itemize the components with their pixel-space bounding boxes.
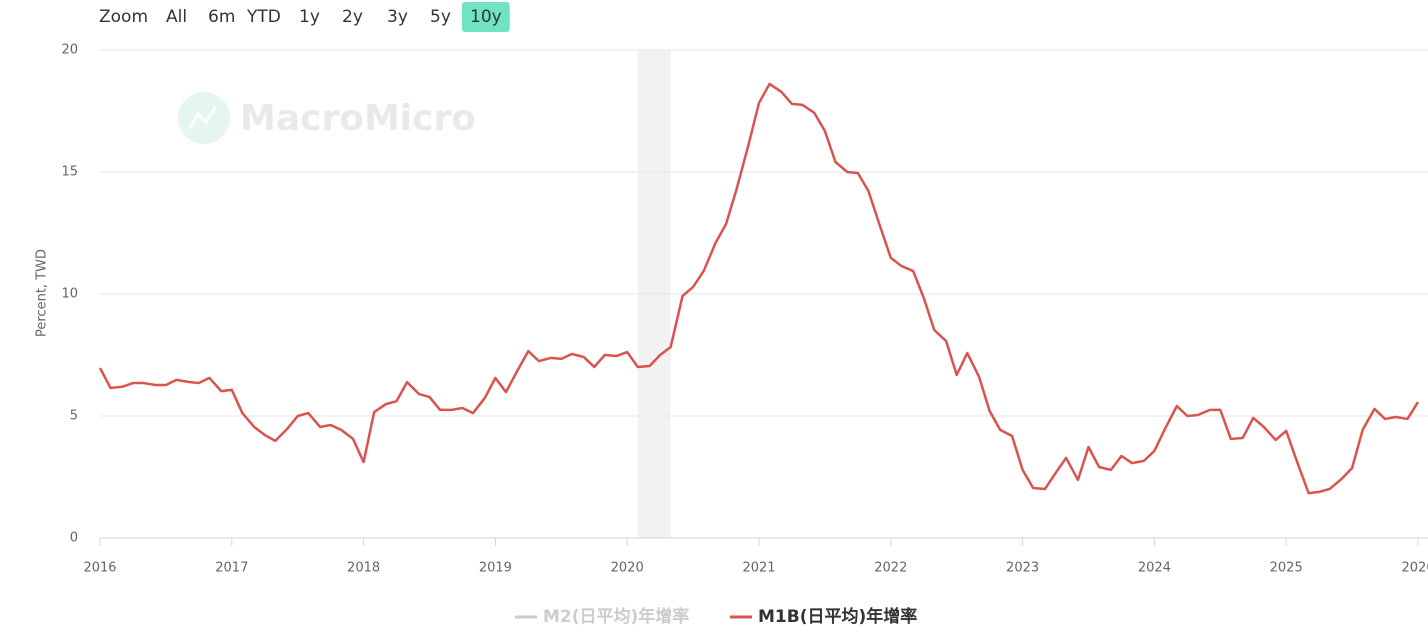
range-button[interactable]: YTD <box>246 7 281 27</box>
range-button[interactable]: 5y <box>430 7 451 27</box>
y-tick-label: 10 <box>61 287 78 302</box>
y-tick-label: 5 <box>70 409 78 424</box>
range-button-label: 1y <box>299 7 320 27</box>
range-button-selected <box>462 2 510 32</box>
range-button-label: 10y <box>470 7 502 27</box>
range-button[interactable]: 1y <box>299 7 320 27</box>
data-line <box>98 82 1420 495</box>
watermark-text: MacroMicro <box>240 98 476 139</box>
y-axis-title: Percent, TWD <box>35 249 50 337</box>
x-tick-label: 2021 <box>742 561 775 576</box>
x-tick-label: 2026 <box>1401 561 1428 576</box>
range-button-label: All <box>166 7 187 27</box>
range-button-label: 3y <box>387 7 408 27</box>
x-tick-label: 2024 <box>1138 561 1171 576</box>
x-tick-label: 2025 <box>1270 561 1303 576</box>
range-button[interactable]: 6m <box>208 7 235 27</box>
x-tick-label: 2017 <box>215 561 248 576</box>
range-button-label: 6m <box>208 7 235 27</box>
range-button[interactable]: 3y <box>387 7 408 27</box>
x-tick-label: 2018 <box>347 561 380 576</box>
x-tick-label: 2023 <box>1006 561 1039 576</box>
zoom-label: Zoom <box>99 7 148 27</box>
x-tick-label: 2016 <box>83 561 116 576</box>
x-tick-label: 2022 <box>874 561 907 576</box>
x-tick-label: 2020 <box>611 561 644 576</box>
range-button-label: 5y <box>430 7 451 27</box>
y-tick-label: 15 <box>61 165 78 180</box>
legend-label: M1B(日平均)年增率 <box>758 606 917 627</box>
watermark: MacroMicro <box>178 92 476 144</box>
range-button[interactable]: 10y <box>462 2 510 32</box>
y-tick-label: 0 <box>70 531 78 546</box>
x-tick-label: 2019 <box>479 561 512 576</box>
legend-item[interactable]: M2(日平均)年增率 <box>515 606 689 627</box>
range-button[interactable]: 2y <box>342 7 363 27</box>
range-button-label: YTD <box>246 7 281 27</box>
legend-label: M2(日平均)年增率 <box>543 606 689 627</box>
range-button-label: 2y <box>342 7 363 27</box>
legend-item[interactable]: M1B(日平均)年增率 <box>730 606 917 627</box>
range-button[interactable]: All <box>166 7 187 27</box>
watermark-logo-line <box>188 105 218 129</box>
y-tick-label: 20 <box>61 43 78 58</box>
